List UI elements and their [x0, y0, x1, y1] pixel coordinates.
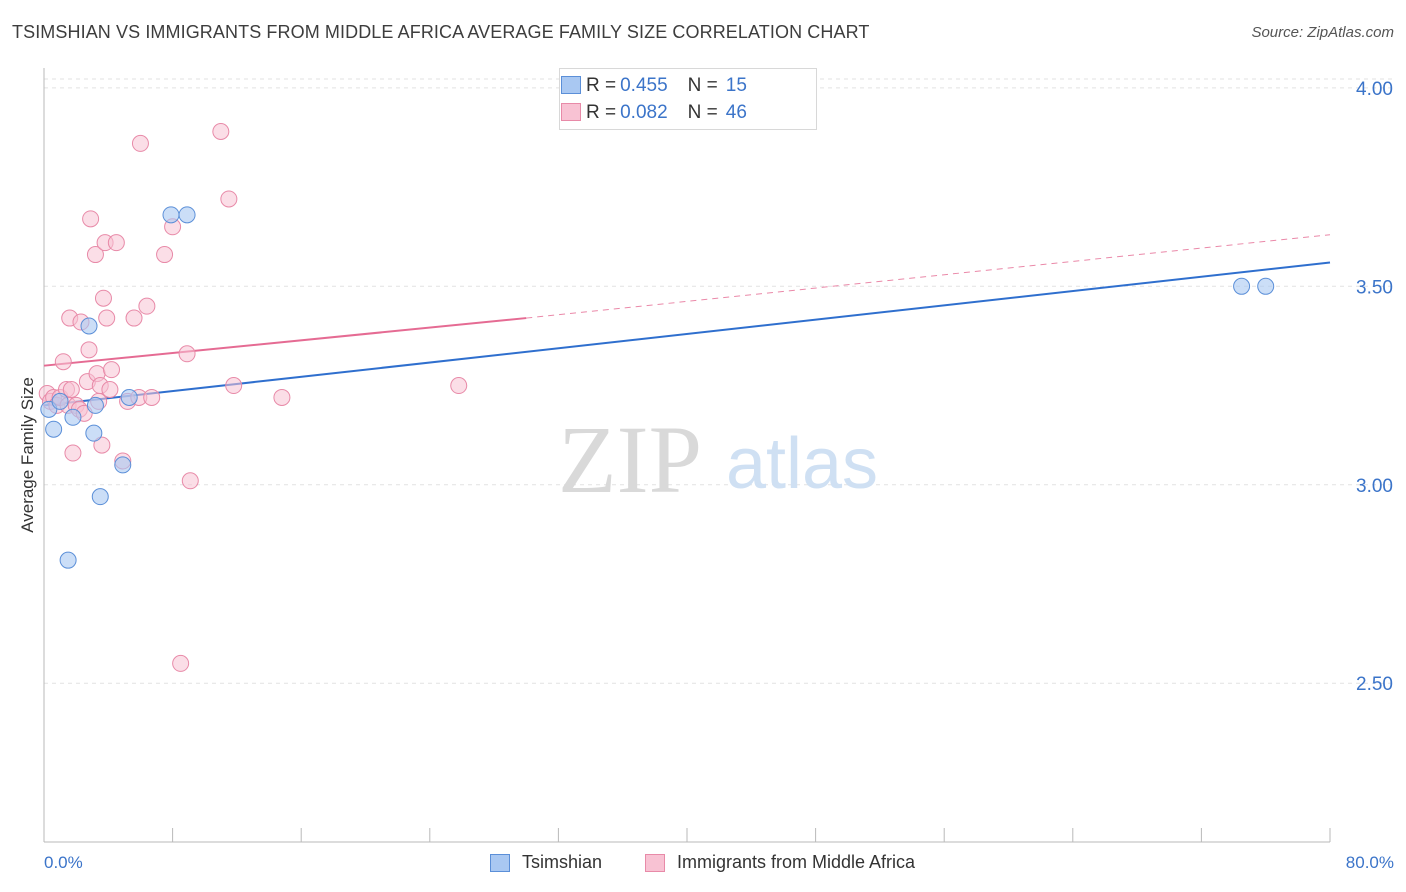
y-tick-label: 4.00: [1356, 79, 1393, 100]
source-credit: Source: ZipAtlas.com: [1251, 24, 1394, 41]
tsimshian-point: [51, 392, 69, 410]
tsimshian-swatch: [561, 76, 581, 94]
y-tick-label: 3.50: [1356, 277, 1393, 298]
africa-point: [80, 341, 98, 359]
trend-lines: [43, 234, 1331, 407]
tsimshian-legend-label: Tsimshian: [522, 852, 603, 872]
tsimshian-point: [1233, 277, 1251, 295]
africa-point: [181, 472, 199, 490]
africa-point: [98, 309, 116, 327]
africa-point: [94, 289, 112, 307]
r-value: 0.455: [620, 75, 668, 96]
n-value: 15: [725, 75, 747, 96]
n-label: N =: [687, 102, 718, 123]
y-tick-label: 3.00: [1356, 476, 1393, 497]
africa-point: [225, 377, 243, 395]
tsimshian-point: [91, 488, 109, 506]
tsimshian-point: [80, 317, 98, 335]
africa-point: [138, 297, 156, 315]
tsimshian-legend-swatch: [490, 853, 510, 872]
series-legend-africa: Immigrants from Middle Africa: [645, 852, 915, 873]
africa-point: [131, 134, 149, 152]
watermark-zip: ZIP: [558, 406, 702, 513]
x-tick-label-max: 80.0%: [1345, 853, 1394, 872]
africa-point: [107, 234, 125, 252]
africa-point: [64, 444, 82, 462]
series-legend: Tsimshian Immigrants from Middle Africa: [0, 852, 1406, 876]
data-points: [38, 123, 1275, 672]
x-tick-label-min: 0.0%: [44, 853, 83, 872]
africa-point: [450, 377, 468, 395]
africa-legend-label: Immigrants from Middle Africa: [677, 852, 916, 872]
africa-point: [273, 388, 291, 406]
africa-point: [172, 654, 190, 672]
tsimshian-trend-line: [43, 261, 1331, 407]
chart-title: TSIMSHIAN VS IMMIGRANTS FROM MIDDLE AFRI…: [12, 22, 870, 42]
africa-legend-swatch: [645, 853, 665, 872]
legend-row-africa: R = 0.082 N = 46: [561, 101, 747, 125]
n-label: N =: [687, 75, 718, 96]
tsimshian-point: [64, 408, 82, 426]
axes: [43, 68, 1331, 843]
africa-point: [212, 123, 230, 141]
africa-swatch: [561, 103, 581, 121]
tsimshian-point: [86, 396, 104, 414]
tsimshian-point: [120, 388, 138, 406]
grid-lines: [44, 78, 1392, 684]
africa-point: [143, 388, 161, 406]
y-tick-label: 2.50: [1356, 674, 1393, 695]
africa-point: [101, 381, 119, 399]
africa-point: [156, 246, 174, 264]
watermark: ZIP atlas: [558, 406, 878, 513]
africa-point: [178, 345, 196, 363]
africa-point: [86, 246, 104, 264]
africa-trend-line: [43, 317, 527, 367]
africa-point: [62, 381, 80, 399]
tsimshian-point: [178, 206, 196, 224]
r-value: 0.082: [620, 102, 668, 123]
tsimshian-point: [85, 424, 103, 442]
africa-point: [103, 361, 121, 379]
stats-legend: R = 0.455 N = 15 R = 0.082 N = 46: [559, 68, 817, 130]
r-label: R =: [586, 102, 617, 123]
tsimshian-point: [162, 206, 180, 224]
n-value: 46: [725, 102, 747, 123]
africa-point: [220, 190, 238, 208]
tsimshian-point: [45, 420, 63, 438]
r-label: R =: [586, 75, 617, 96]
series-legend-tsimshian: Tsimshian: [490, 852, 602, 873]
tsimshian-point: [1257, 277, 1275, 295]
africa-point: [125, 309, 143, 327]
legend-row-tsimshian: R = 0.455 N = 15: [561, 74, 747, 98]
y-tick-labels: 2.50 3.00 3.50 4.00: [1356, 79, 1393, 695]
africa-trend-extension: [526, 234, 1331, 319]
watermark-atlas: atlas: [726, 424, 878, 504]
africa-point: [93, 436, 111, 454]
africa-point: [82, 210, 100, 228]
africa-point: [54, 353, 72, 371]
tsimshian-point: [59, 551, 77, 569]
tsimshian-point: [114, 456, 132, 474]
